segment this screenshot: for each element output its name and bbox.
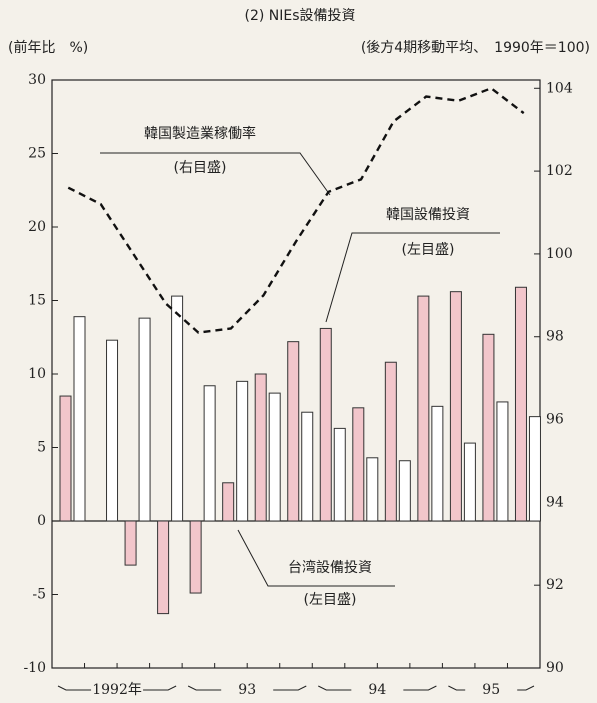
bar	[203, 385, 216, 522]
bar	[171, 295, 184, 522]
x-group-label: 94	[368, 682, 386, 698]
y2-tick-label: 94	[546, 494, 564, 510]
y-axis-label: (前年比 %)	[8, 39, 88, 56]
year-bracket	[187, 685, 307, 691]
bar	[138, 317, 151, 522]
y2-tick-label: 90	[546, 660, 564, 676]
annotation: 台湾設備投資	[288, 559, 372, 576]
y2-axis-label: (後方4期移動平均、 1990年＝100)	[361, 40, 590, 56]
bar	[73, 316, 86, 522]
y2-tick-label: 92	[546, 577, 564, 593]
leader-line	[100, 152, 331, 196]
y-tick-label: 30	[28, 72, 46, 88]
bar	[254, 373, 267, 522]
bar	[352, 407, 365, 522]
y-tick-label: 25	[28, 146, 46, 162]
bar	[417, 295, 430, 522]
y-tick-label: 15	[28, 293, 46, 309]
bar	[528, 416, 541, 522]
bar	[319, 327, 332, 522]
bar	[449, 291, 462, 522]
line	[67, 86, 525, 334]
year-bracket	[318, 685, 437, 691]
y2-tick-label: 98	[546, 329, 564, 345]
y2-tick-label: 96	[546, 412, 564, 428]
bar	[431, 405, 444, 522]
bar	[333, 427, 346, 522]
bar	[124, 520, 137, 566]
bar	[268, 392, 281, 522]
bar	[157, 520, 170, 615]
y-tick-label: 10	[28, 366, 46, 382]
year-bracket	[57, 685, 177, 691]
bar	[189, 520, 202, 594]
x-group-label: 93	[238, 682, 256, 698]
y2-tick-label: 102	[546, 163, 573, 179]
y2-tick-label: 104	[546, 80, 573, 96]
bar	[222, 482, 235, 522]
x-group-label: 1992年	[92, 682, 142, 698]
annotation: (左目盛)	[402, 242, 455, 258]
x-group-label: 95	[482, 682, 500, 698]
y-tick-label: -10	[23, 660, 46, 676]
bar	[384, 361, 397, 522]
annotation: 韓国製造業稼働率	[144, 125, 256, 142]
y-tick-label: -5	[32, 587, 46, 603]
y-tick-label: 20	[28, 219, 46, 235]
y2-tick-label: 100	[546, 246, 573, 262]
annotation: 韓国設備投資	[386, 207, 470, 223]
bar	[514, 286, 527, 522]
year-bracket	[448, 685, 535, 691]
bar	[236, 380, 249, 522]
bar	[301, 411, 314, 522]
chart-title: (2) NIEs設備投資	[244, 8, 355, 24]
y-tick-label: 5	[37, 440, 46, 456]
bar	[366, 457, 379, 522]
leader-line	[325, 232, 500, 323]
bar	[463, 442, 476, 522]
y-tick-label: 0	[37, 513, 46, 529]
bar	[106, 339, 119, 522]
annotation: (左目盛)	[304, 592, 357, 608]
bar	[482, 333, 495, 522]
bar	[398, 460, 411, 522]
bar	[59, 395, 72, 522]
bar	[287, 341, 300, 522]
bar	[496, 401, 509, 522]
leader-line	[237, 529, 395, 587]
annotation: (右目盛)	[174, 160, 227, 176]
